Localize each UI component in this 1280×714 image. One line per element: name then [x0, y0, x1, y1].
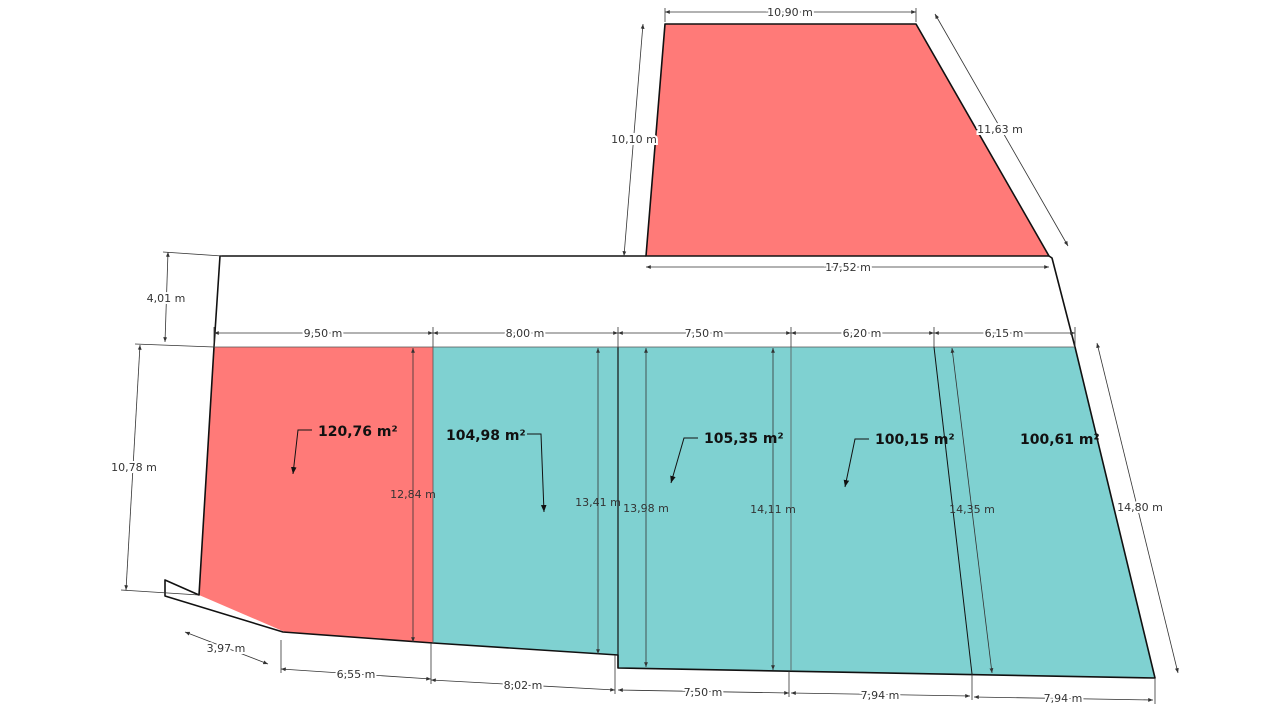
- dim-seg3-width: 7,50 m: [685, 327, 724, 340]
- zone-top-red: [646, 24, 1049, 256]
- dim-bottom3: 7,50 m: [684, 686, 723, 699]
- area-label-3: 105,35 m²: [704, 431, 784, 447]
- area-label-5: 100,61 m²: [1020, 432, 1100, 448]
- zone-4-teal: [791, 347, 972, 674]
- dim-h3: 13,98 m: [623, 502, 669, 515]
- dim-bottom4: 7,94 m: [861, 689, 900, 702]
- zone-2-teal: [433, 347, 618, 655]
- dim-top-base: 17,52 m: [825, 261, 871, 274]
- top-parcel-outline: [645, 23, 1050, 257]
- dim-h1: 12,84 m: [390, 488, 436, 501]
- zone-1-red: [199, 347, 433, 643]
- dim-bottom5: 7,94 m: [1044, 692, 1083, 705]
- dim-seg1-width: 9,50 m: [304, 327, 343, 340]
- area-labels: 120,76 m² 104,98 m² 105,35 m² 100,15 m² …: [291, 424, 1100, 513]
- area-label-1: 120,76 m²: [318, 424, 398, 440]
- dimension-lines: 10,90 m 10,10 m 11,63 m 17,52 m 4,01 m 9…: [109, 4, 1179, 707]
- area-leader-2: [527, 433, 547, 513]
- dim-h5: 14,35 m: [949, 503, 995, 516]
- dim-h2: 13,41 m: [575, 496, 621, 509]
- area-label-2: 104,98 m²: [446, 428, 526, 444]
- dim-seg4-width: 6,20 m: [843, 327, 882, 340]
- main-parcel-outline: [164, 255, 1156, 679]
- dim-bottom-corner: 3,97 m: [207, 642, 246, 655]
- dim-bottom2: 8,02 m: [504, 679, 543, 692]
- dim-bottom1: 6,55 m: [337, 668, 376, 681]
- dim-left-height: 10,78 m: [111, 461, 157, 474]
- area-label-4: 100,15 m²: [875, 432, 955, 448]
- zone-3-teal: [618, 347, 791, 671]
- dim-top-left-side: 10,10 m: [611, 133, 657, 146]
- dim-top-width: 10,90 m: [767, 6, 813, 19]
- dim-top-right-side: 11,63 m: [977, 123, 1023, 136]
- dim-strip-height: 4,01 m: [147, 292, 186, 305]
- area-leader-3: [670, 437, 698, 484]
- dim-h4: 14,11 m: [750, 503, 796, 516]
- area-leader-1: [291, 429, 312, 475]
- area-leader-4: [843, 438, 869, 488]
- dim-right-side: 14,80 m: [1117, 501, 1163, 514]
- dim-seg2-width: 8,00 m: [506, 327, 545, 340]
- dim-seg5-width: 6,15 m: [985, 327, 1024, 340]
